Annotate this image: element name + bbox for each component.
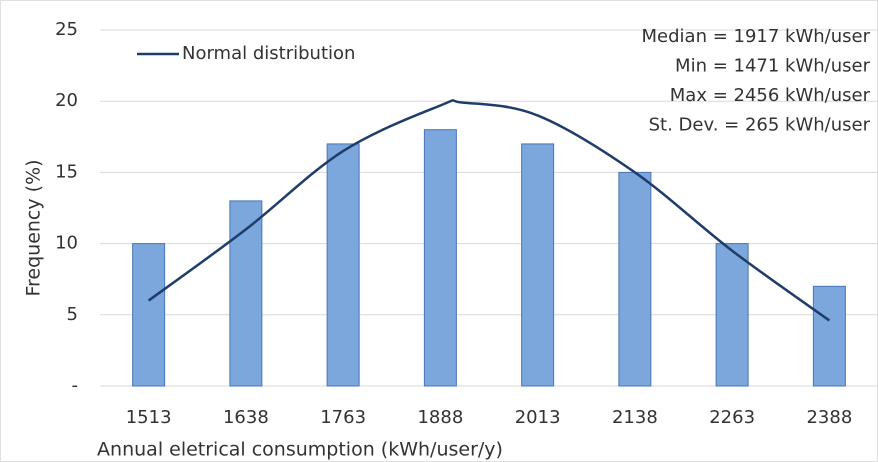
x-tick-label: 2138	[612, 407, 658, 428]
annotation: Min = 1471 kWh/user	[675, 56, 871, 77]
bar	[132, 243, 166, 387]
x-tick-label: 2013	[515, 407, 561, 428]
x-tick-label: 2388	[806, 407, 852, 428]
y-tick-label: 10	[55, 233, 78, 254]
x-tick-label: 1638	[223, 407, 269, 428]
annotation: Max = 2456 kWh/user	[670, 85, 871, 106]
y-tick-label: -	[72, 375, 79, 396]
bar	[521, 143, 555, 387]
y-tick-label: 25	[55, 19, 78, 40]
normal-curve	[147, 99, 831, 322]
y-tick-label: 5	[67, 304, 78, 325]
x-axis-title: Annual eletrical consumption (kWh/user/y…	[97, 439, 503, 461]
annotation: St. Dev. = 265 kWh/user	[649, 115, 871, 136]
bar	[715, 243, 749, 387]
x-tick-label: 2263	[709, 407, 755, 428]
bar	[229, 200, 263, 387]
annotation: Median = 1917 kWh/user	[642, 26, 871, 47]
bar	[618, 171, 652, 387]
y-tick-label: 15	[55, 161, 78, 182]
x-tick-label: 1888	[417, 407, 463, 428]
x-tick-label: 1513	[126, 407, 172, 428]
bar	[812, 285, 846, 387]
x-tick-label: 1763	[320, 407, 366, 428]
legend-label: Normal distribution	[182, 43, 355, 64]
y-axis-title: Frequency (%)	[23, 159, 45, 296]
y-tick-label: 20	[55, 90, 78, 111]
bar	[423, 129, 457, 387]
bar	[326, 143, 360, 387]
